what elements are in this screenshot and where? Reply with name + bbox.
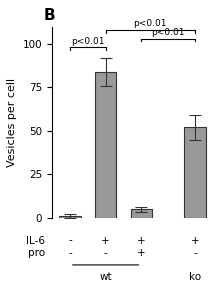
Text: +: + [137, 248, 146, 258]
Text: -: - [68, 236, 72, 246]
Text: p<0.01: p<0.01 [71, 37, 104, 46]
Text: +: + [191, 236, 199, 246]
Text: +: + [137, 236, 146, 246]
Text: -: - [68, 248, 72, 258]
Text: ko: ko [189, 272, 201, 282]
Bar [131, 209, 152, 218]
Text: B: B [44, 8, 55, 23]
Text: -: - [104, 248, 108, 258]
Text: wt: wt [99, 272, 112, 282]
Bar [95, 72, 116, 218]
Bar [184, 128, 206, 218]
Text: p<0.01: p<0.01 [151, 28, 185, 37]
Text: -: - [193, 248, 197, 258]
Text: p<0.01: p<0.01 [134, 19, 167, 28]
Text: +: + [101, 236, 110, 246]
Bar [59, 216, 81, 218]
Text: pro: pro [28, 248, 45, 258]
Text: IL-6: IL-6 [26, 236, 45, 246]
Y-axis label: Vesicles per cell: Vesicles per cell [7, 78, 17, 167]
